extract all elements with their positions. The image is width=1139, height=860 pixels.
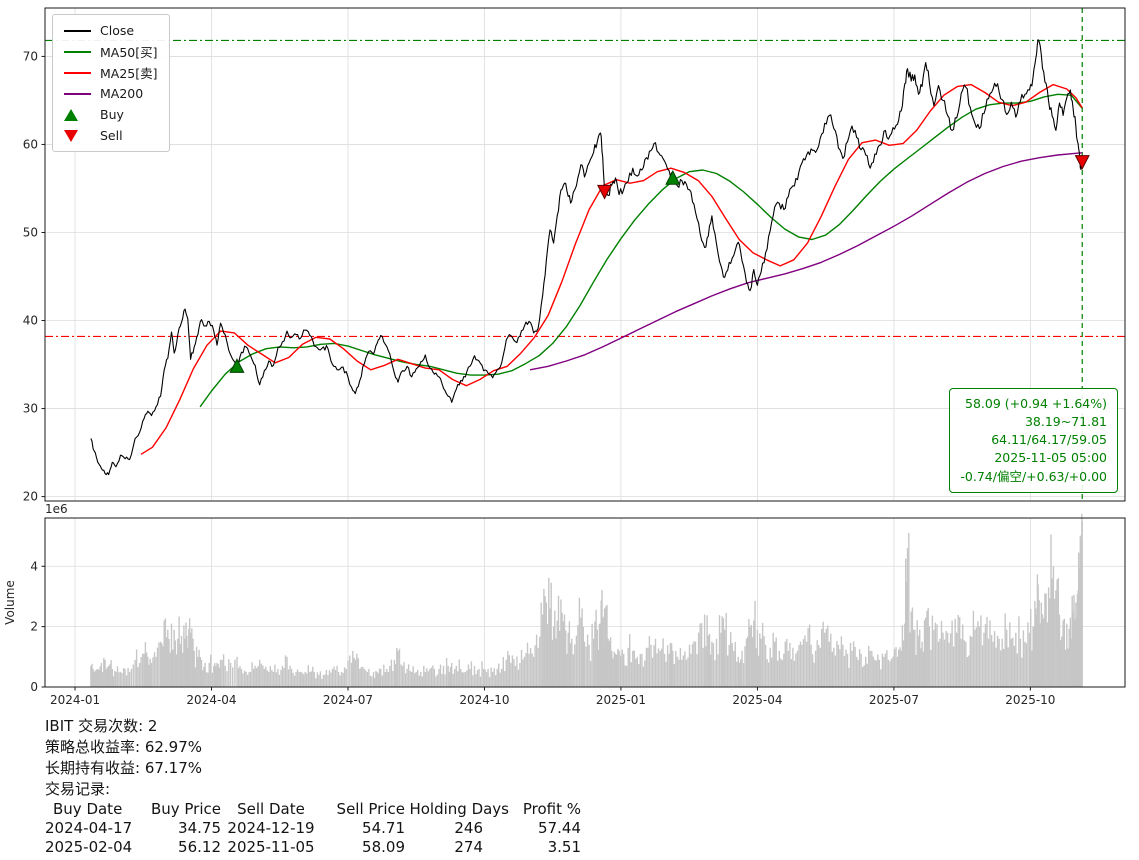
legend-label: Buy bbox=[100, 107, 124, 122]
trade-cell: 34.75 bbox=[178, 819, 221, 837]
trade-row: 2024-04-17 34.75 2024-12-19 54.71 246 57.44 bbox=[45, 819, 581, 838]
price-volume-chart: 20 30 40 50 60 70 0 2 4 2024-01 2024-04 2024-07 2024… bbox=[3, 7, 1126, 707]
legend-item-close: Close bbox=[64, 23, 158, 38]
date-tick-label: 2025-01 bbox=[596, 693, 646, 707]
trade-col-profit-%: Profit % bbox=[522, 800, 581, 818]
annotation-line-3: 64.11/64.17/59.05 bbox=[991, 432, 1107, 448]
legend-item-sell: Sell bbox=[64, 128, 158, 143]
trade-table-header: Buy Date Buy Price Sell Date Sell Price Hold… bbox=[45, 800, 581, 819]
trade-cell: 2025-02-04 bbox=[45, 838, 133, 856]
triangle-down-icon bbox=[64, 129, 78, 142]
price-tick-label: 60 bbox=[23, 137, 38, 151]
ma200-line bbox=[529, 152, 1083, 371]
price-tick-label: 20 bbox=[23, 490, 38, 504]
volume-axis-title: Volume bbox=[3, 580, 17, 625]
legend-label: MA200 bbox=[100, 86, 144, 101]
trade-col-sell-date: Sell Date bbox=[237, 800, 305, 818]
legend-line-swatch bbox=[64, 71, 91, 74]
trade-cell: 54.71 bbox=[362, 819, 405, 837]
date-tick-label: 2025-10 bbox=[1005, 693, 1055, 707]
trade-cell: 3.51 bbox=[547, 838, 581, 856]
grid-lines bbox=[45, 8, 1125, 688]
legend-line bbox=[64, 92, 91, 95]
trade-cell: 246 bbox=[454, 819, 483, 837]
buy-marker bbox=[665, 170, 681, 185]
volume-bars bbox=[90, 513, 1083, 688]
trade-col-buy-price: Buy Price bbox=[150, 800, 221, 818]
legend-line-swatch bbox=[64, 29, 91, 32]
stats-strategy-return: 策略总收益率: 62.97% bbox=[45, 738, 203, 756]
trade-cell: 2024-04-17 bbox=[45, 819, 133, 837]
date-tick-label: 2024-07 bbox=[323, 693, 373, 707]
date-tick-label: 2025-07 bbox=[869, 693, 919, 707]
date-tick-label: 2024-10 bbox=[459, 693, 509, 707]
date-tick-label: 2025-04 bbox=[732, 693, 782, 707]
legend-item-ma50: MA50[买] bbox=[64, 44, 158, 60]
reference-lines bbox=[45, 8, 1125, 501]
trade-col-buy-date: Buy Date bbox=[53, 800, 123, 818]
trade-cell: 56.12 bbox=[178, 838, 221, 856]
trade-row: 2025-02-04 56.12 2025-11-05 58.09 274 3.51 bbox=[45, 838, 581, 857]
trade-cell: 2025-11-05 bbox=[227, 838, 315, 856]
triangle-up-icon bbox=[64, 108, 91, 121]
trade-cell: 2024-12-19 bbox=[227, 819, 315, 837]
trade-cell: 274 bbox=[454, 838, 483, 856]
stats-buyhold-return: 长期持有收益: 67.17% bbox=[45, 759, 203, 777]
legend-item-ma200: MA200 bbox=[64, 86, 158, 101]
legend-label: Sell bbox=[100, 128, 123, 143]
annotation-line-4: 2025-11-05 05:00 bbox=[994, 450, 1107, 466]
legend-line bbox=[64, 50, 91, 53]
legend-line bbox=[64, 29, 91, 32]
price-tick-label: 40 bbox=[23, 314, 38, 328]
annotation-line-1: 58.09 (+0.94 +1.64%) bbox=[965, 396, 1107, 411]
triangle-down-icon bbox=[64, 129, 91, 142]
trade-markers bbox=[229, 155, 1090, 373]
price-tick-label: 70 bbox=[23, 49, 38, 63]
sell-marker bbox=[596, 184, 613, 200]
sell-marker bbox=[1074, 155, 1090, 170]
ma25-line bbox=[140, 83, 1083, 455]
ma50-line bbox=[199, 93, 1083, 408]
triangle-up-icon bbox=[64, 108, 78, 121]
stats-trade-count: IBIT 交易次数: 2 bbox=[45, 717, 158, 735]
volume-tick-label: 0 bbox=[30, 680, 38, 694]
price-tick-label: 50 bbox=[23, 225, 38, 239]
close-line bbox=[90, 39, 1083, 476]
annotation-line-2: 38.19~71.81 bbox=[1024, 414, 1107, 430]
trade-col-sell-price: Sell Price bbox=[336, 800, 405, 818]
axes: 20 30 40 50 60 70 0 2 4 2024-01 2024-04 2024-07 2024… bbox=[3, 7, 1126, 707]
legend-item-buy: Buy bbox=[64, 107, 158, 122]
trade-cell: 58.09 bbox=[362, 838, 405, 856]
legend-line-swatch bbox=[64, 92, 91, 95]
date-tick-label: 2024-01 bbox=[50, 693, 100, 707]
legend-item-ma25: MA25[卖] bbox=[64, 65, 158, 81]
trade-col-holding-days: Holding Days bbox=[409, 800, 509, 818]
volume-tick-label: 2 bbox=[30, 620, 38, 634]
trade-cell: 57.44 bbox=[538, 819, 581, 837]
stats-trade-log-title: 交易记录: bbox=[45, 780, 111, 798]
legend-label: MA25[卖] bbox=[100, 66, 158, 81]
volume-tick-label: 4 bbox=[30, 559, 38, 573]
legend-line-swatch bbox=[64, 50, 91, 53]
trade-table: Buy Date Buy Price Sell Date Sell Price Hold… bbox=[45, 800, 581, 857]
annotation-line-5: -0.74/偏空/+0.63/+0.00 bbox=[960, 468, 1107, 484]
annotation-box: 58.09 (+0.94 +1.64%) 38.19~71.81 64.11/64.… bbox=[949, 388, 1118, 493]
date-tick-label: 2024-04 bbox=[186, 693, 236, 707]
legend: Close MA50[买] MA25[卖] MA200 Buy Sell bbox=[52, 14, 170, 152]
stats-block: IBIT 交易次数: 2 策略总收益率: 62.97% 长期持有收益: 67.1… bbox=[45, 716, 581, 857]
legend-line bbox=[64, 71, 91, 74]
legend-label: Close bbox=[100, 23, 135, 38]
legend-label: MA50[买] bbox=[100, 45, 158, 60]
price-tick-label: 30 bbox=[23, 402, 38, 416]
volume-offset-label: 1e6 bbox=[45, 502, 68, 516]
buy-marker bbox=[229, 358, 245, 373]
